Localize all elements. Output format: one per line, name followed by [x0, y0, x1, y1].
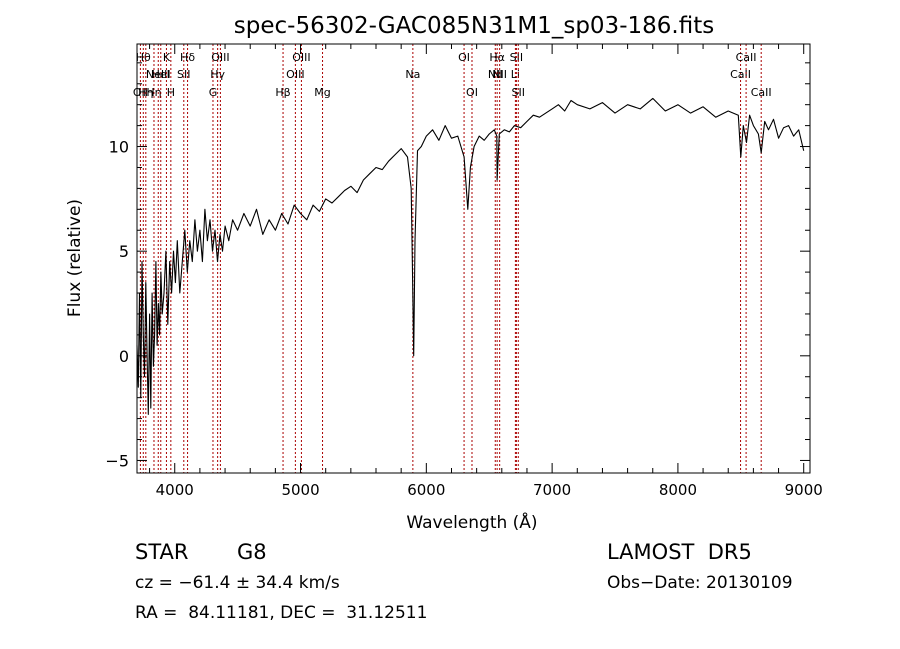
marker-label: Hγ [210, 68, 225, 81]
y-tick-label: 5 [119, 242, 129, 261]
axis-ticks: 4000 5000 6000 7000 8000 9000 −5 0 5 10 [105, 44, 823, 499]
marker-label: Hθ [136, 51, 151, 64]
x-tick-label: 6000 [407, 481, 445, 499]
series-layer [136, 97, 805, 415]
marker-label: Li [511, 68, 520, 81]
x-tick-label: 8000 [659, 481, 697, 499]
marker-label: NeIII [146, 68, 171, 81]
y-axis-label: Flux (relative) [65, 199, 85, 317]
marker-label: K [163, 51, 171, 64]
marker-label: SII [177, 68, 190, 81]
x-tick-label: 9000 [785, 481, 823, 499]
marker-label: CaII [730, 68, 751, 81]
observation-date: Obs−Date: 20130109 [607, 573, 793, 593]
marker-label: SII [510, 51, 523, 64]
spectrum-chart: spec-56302-GAC085N31M1_sp03-186.fits OII… [65, 13, 823, 533]
marker-label: OIII [292, 51, 310, 64]
coordinates: RA = 84.11181, DEC = 31.12511 [135, 603, 428, 623]
marker-label: H [167, 86, 175, 99]
marker-label: HeI [152, 68, 170, 81]
x-tick-label: 4000 [156, 481, 194, 499]
survey-label: LAMOST DR5 [607, 540, 752, 564]
marker-label: OI [458, 51, 470, 64]
x-tick-label: 7000 [533, 481, 571, 499]
marker-label: Na [405, 68, 420, 81]
y-tick-label: −5 [105, 451, 129, 470]
marker-label: G [209, 86, 218, 99]
marker-label: NII [488, 68, 503, 81]
marker-label: SII [512, 86, 525, 99]
marker-label: OI [466, 86, 478, 99]
plot-frame [136, 43, 811, 474]
marker-label: Hα [489, 51, 505, 64]
y-tick-label: 10 [109, 138, 129, 157]
marker-label: NII [492, 68, 507, 81]
marker-label: Hδ [180, 51, 195, 64]
marker-label: OIII [211, 51, 229, 64]
x-axis-label: Wavelength (Å) [406, 511, 537, 533]
marker-label: OIII [286, 68, 304, 81]
spectral-subclass: G8 [237, 540, 267, 564]
redshift-cz: cz = −61.4 ± 34.4 km/s [135, 573, 340, 593]
marker-label: Hβ [275, 86, 290, 99]
marker-label: Mg [314, 86, 330, 99]
chart-title: spec-56302-GAC085N31M1_sp03-186.fits [234, 13, 714, 39]
y-tick-label: 0 [119, 347, 129, 366]
emission-line-markers: OIIHθHηHηNeIIIHeIKHSIIHδGHγOIIIHβOIIIOII… [133, 44, 772, 473]
marker-label: Hη [146, 86, 161, 99]
marker-label: CaII [736, 51, 757, 64]
x-tick-label: 5000 [281, 481, 319, 499]
spectrum-line [136, 97, 805, 415]
object-class: STAR [135, 540, 189, 564]
marker-label: Hη [138, 86, 153, 99]
marker-label: CaII [751, 86, 772, 99]
